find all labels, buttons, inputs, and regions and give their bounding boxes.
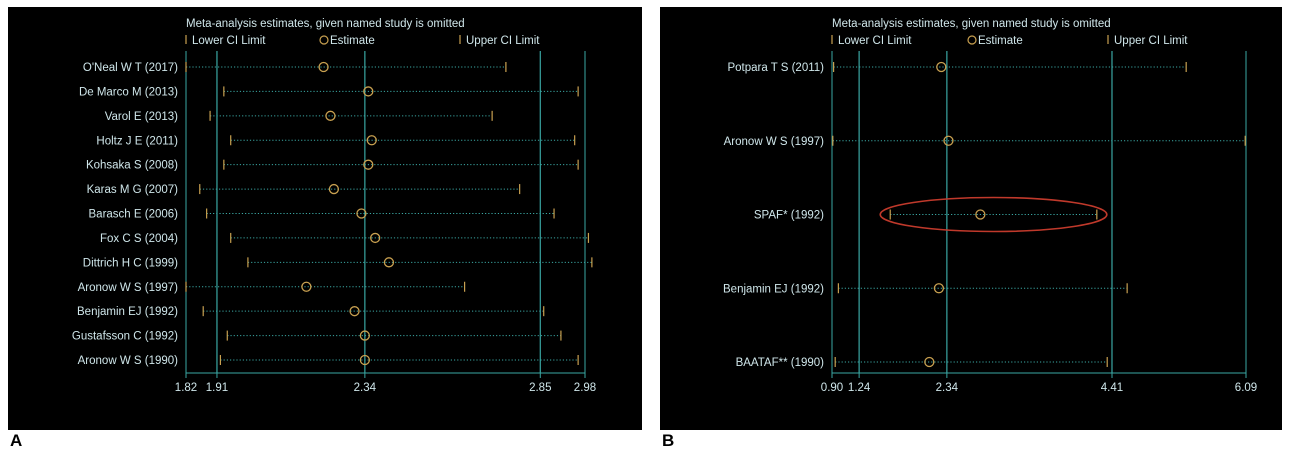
forest-plot-b: Meta-analysis estimates, given named stu… [723, 18, 1257, 394]
estimate-marker [936, 61, 947, 73]
study-label: Varol E (2013) [105, 111, 178, 123]
x-tick-label: 1.82 [175, 382, 197, 394]
x-tick-label: 2.34 [354, 382, 377, 394]
estimate-marker [349, 306, 360, 317]
forest-plot-panel-a: Meta-analysis estimates, given named stu… [8, 7, 642, 430]
panel-label-b: B [662, 431, 675, 450]
study-label: Aronow W S (1997) [724, 136, 825, 148]
x-tick-label: 6.09 [1235, 382, 1257, 394]
estimate-marker [318, 61, 329, 73]
panel-label-a: A [10, 431, 23, 450]
estimate-marker [924, 356, 935, 368]
estimate-marker [363, 159, 374, 170]
legend-lower-label: Lower CI Limit [192, 35, 266, 47]
study-label: Barasch E (2006) [89, 209, 179, 221]
estimate-marker [356, 208, 367, 219]
estimate-marker [943, 135, 954, 146]
study-label: Dittrich H C (1999) [83, 257, 178, 269]
estimate-marker [359, 330, 371, 341]
x-tick-label: 2.98 [574, 382, 596, 394]
estimate-marker [933, 283, 945, 294]
study-label: Kohsaka S (2008) [86, 160, 178, 172]
estimate-marker [301, 281, 312, 292]
estimate-marker [325, 110, 336, 121]
study-label: O'Neal W T (2017) [83, 62, 178, 74]
study-label: Aronow W S (1990) [78, 355, 179, 367]
estimate-marker [366, 135, 377, 146]
study-label: BAATAF** (1990) [736, 357, 825, 369]
study-label: Benjamin EJ (1992) [723, 283, 824, 295]
forest-plot-panel-b: Meta-analysis estimates, given named stu… [660, 7, 1282, 430]
chart-title: Meta-analysis estimates, given named stu… [186, 18, 465, 30]
estimate-marker [370, 232, 381, 244]
forest-plot-a: Meta-analysis estimates, given named stu… [72, 18, 596, 394]
x-tick-label: 4.41 [1101, 382, 1123, 394]
highlight-ellipse [879, 196, 1108, 233]
x-tick-label: 1.91 [206, 382, 228, 394]
estimate-marker [975, 209, 986, 220]
estimate-marker [383, 257, 395, 268]
study-label: Holtz J E (2011) [96, 135, 178, 147]
x-tick-label: 2.85 [529, 382, 551, 394]
legend-estimate-label: Estimate [330, 35, 375, 47]
legend-estimate-marker [967, 35, 977, 45]
study-label: De Marco M (2013) [79, 86, 178, 98]
study-label: Gustafsson C (1992) [72, 331, 178, 343]
chart-title: Meta-analysis estimates, given named stu… [832, 18, 1111, 30]
study-label: Karas M G (2007) [87, 184, 179, 196]
estimate-marker [359, 354, 371, 366]
legend-estimate-marker [319, 35, 329, 45]
x-tick-label: 0.90 [821, 382, 843, 394]
estimate-marker [363, 86, 374, 97]
study-label: Fox C S (2004) [100, 233, 178, 245]
x-tick-label: 1.24 [848, 382, 871, 394]
study-label: Benjamin EJ (1992) [77, 306, 178, 318]
study-label: SPAF* (1992) [754, 210, 824, 222]
legend-upper-label: Upper CI Limit [466, 35, 540, 47]
x-tick-label: 2.34 [936, 382, 959, 394]
estimate-marker [328, 183, 340, 195]
legend-lower-label: Lower CI Limit [838, 35, 912, 47]
legend-estimate-label: Estimate [978, 35, 1023, 47]
legend-upper-label: Upper CI Limit [1114, 35, 1188, 47]
study-label: Aronow W S (1997) [78, 282, 179, 294]
study-label: Potpara T S (2011) [727, 62, 824, 74]
